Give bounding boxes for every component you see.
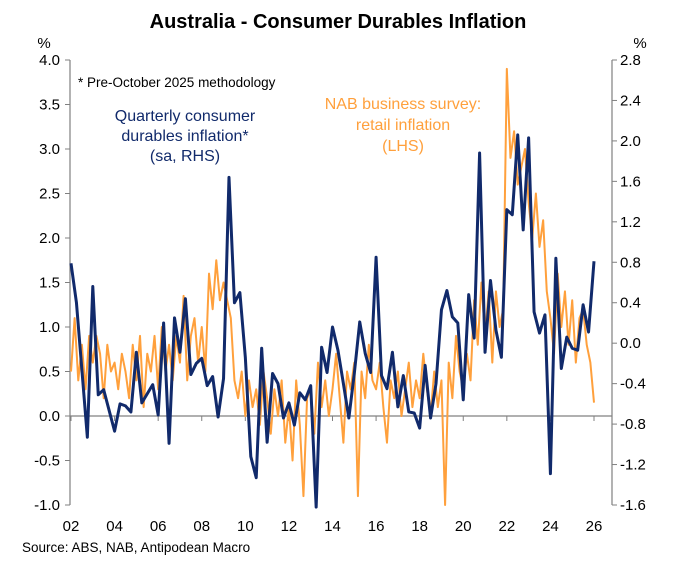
blue-series-label: Quarterly consumer durables inflation* (… [115, 108, 256, 165]
x-tick-label: 20 [455, 518, 472, 535]
x-tick-label: 02 [63, 518, 80, 535]
x-tick-label: 22 [498, 518, 515, 535]
right-axis-unit: % [633, 35, 646, 52]
methodology-note: * Pre-October 2025 methodology [78, 75, 276, 90]
left-tick-label: 2.5 [39, 186, 60, 203]
left-tick-label: 3.5 [39, 97, 60, 114]
x-tick-label: 06 [150, 518, 167, 535]
right-tick-label: 2.4 [620, 92, 641, 109]
left-tick-label: 1.5 [39, 275, 60, 292]
blue-series-line [71, 135, 594, 507]
right-tick-label: 1.2 [620, 214, 641, 231]
right-tick-label: -0.8 [620, 416, 646, 433]
left-tick-label: 3.0 [39, 141, 60, 158]
x-tick-label: 24 [542, 518, 559, 535]
right-tick-label: 1.6 [620, 173, 641, 190]
left-tick-label: 4.0 [39, 52, 60, 69]
x-tick-label: 08 [193, 518, 210, 535]
blue-label-line: (sa, RHS) [150, 148, 220, 165]
left-tick-label: 2.0 [39, 230, 60, 247]
left-tick-label: 1.0 [39, 319, 60, 336]
source-note: Source: ABS, NAB, Antipodean Macro [22, 540, 250, 555]
right-tick-label: 0.8 [620, 254, 641, 271]
blue-label-line: durables inflation* [121, 128, 248, 145]
right-tick-label: 0.4 [620, 295, 641, 312]
chart-title: Australia - Consumer Durables Inflation [150, 11, 527, 33]
left-tick-label: -0.5 [34, 453, 60, 470]
orange-series-label: NAB business survey: retail inflation (L… [325, 96, 482, 155]
right-tick-label: -1.2 [620, 457, 646, 474]
x-tick-label: 18 [411, 518, 428, 535]
right-tick-label: -1.6 [620, 497, 646, 514]
x-tick-label: 14 [324, 518, 341, 535]
right-tick-label: 0.0 [620, 335, 641, 352]
orange-label-line: NAB business survey: [325, 96, 482, 113]
x-tick-label: 12 [281, 518, 298, 535]
x-tick-label: 16 [368, 518, 385, 535]
left-axis-unit: % [37, 35, 50, 52]
right-tick-label: -0.4 [620, 376, 646, 393]
blue-label-line: Quarterly consumer [115, 108, 256, 125]
x-tick-label: 26 [586, 518, 603, 535]
right-tick-label: 2.8 [620, 52, 641, 69]
x-tick-label: 04 [106, 518, 123, 535]
right-tick-label: 2.0 [620, 133, 641, 150]
orange-label-line: retail inflation [356, 117, 450, 134]
left-tick-label: -1.0 [34, 497, 60, 514]
orange-label-line: (LHS) [382, 138, 424, 155]
x-tick-label: 10 [237, 518, 254, 535]
left-tick-label: 0.5 [39, 364, 60, 381]
left-tick-label: 0.0 [39, 408, 60, 425]
